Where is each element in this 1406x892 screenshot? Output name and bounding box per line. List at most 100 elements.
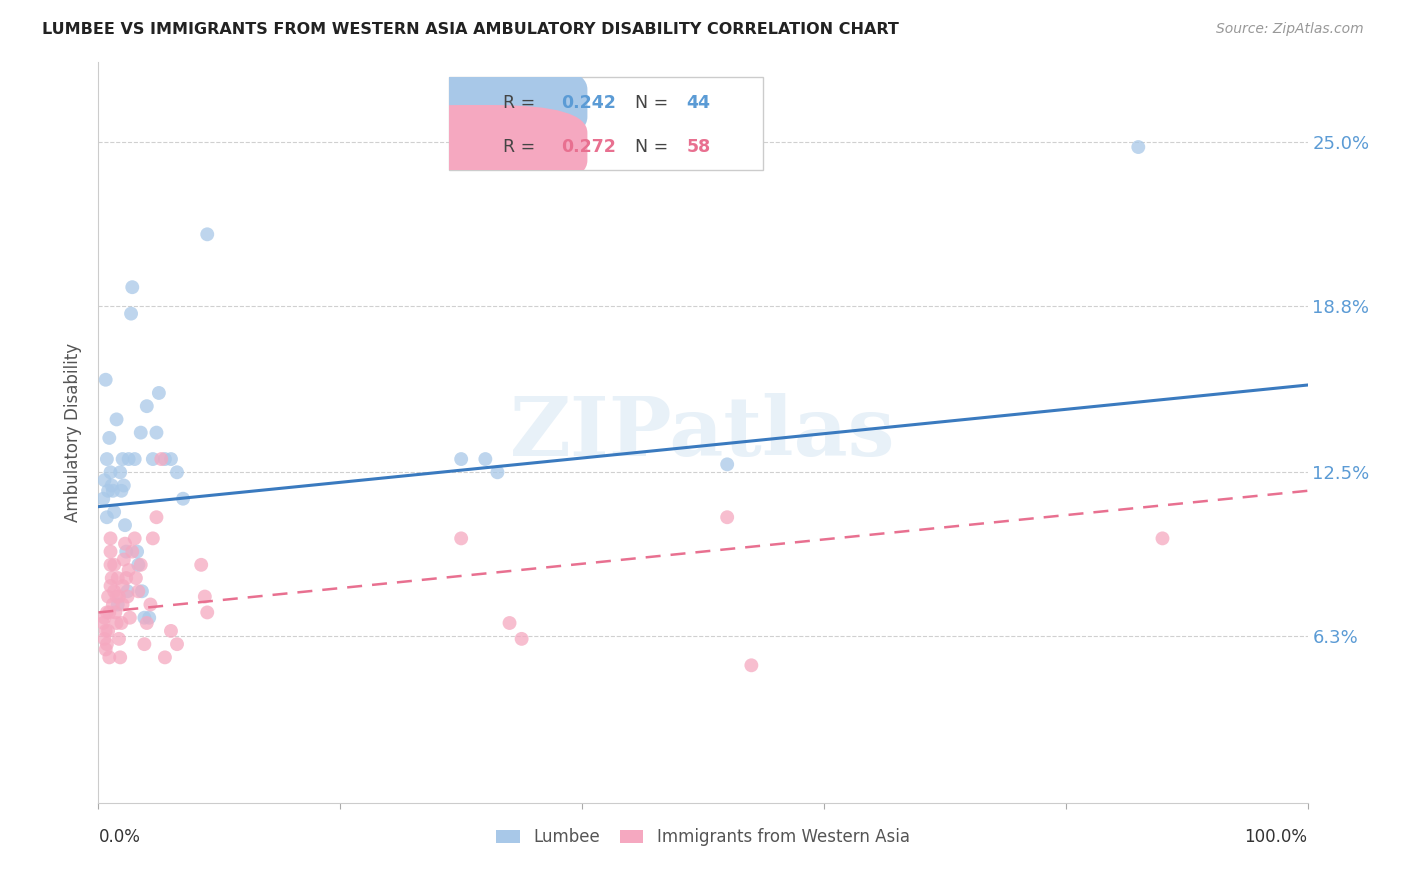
Point [96, 606, 118, 620]
Point [114, 518, 136, 533]
Point [153, 452, 176, 467]
Point [101, 483, 124, 498]
Point [166, 465, 188, 479]
Point [108, 632, 131, 646]
Point [105, 590, 128, 604]
Point [96, 510, 118, 524]
Point [100, 579, 122, 593]
Point [148, 386, 170, 401]
Point [121, 544, 143, 558]
Point [124, 452, 146, 467]
Point [166, 637, 188, 651]
Point [142, 452, 165, 467]
Text: ZIPatlas: ZIPatlas [510, 392, 896, 473]
Point [105, 615, 128, 630]
Point [100, 544, 122, 558]
Point [160, 624, 183, 638]
Point [118, 610, 141, 624]
Point [716, 510, 738, 524]
Point [112, 552, 135, 566]
Point [96, 452, 118, 467]
Point [450, 452, 472, 467]
Point [100, 571, 122, 585]
Point [94, 624, 117, 638]
Point [100, 465, 122, 479]
Point [107, 571, 129, 585]
Point [135, 399, 157, 413]
Point [101, 598, 124, 612]
Point [194, 590, 217, 604]
Point [98, 650, 121, 665]
Point [93, 632, 115, 646]
Point [142, 532, 165, 546]
Point [93, 473, 115, 487]
Point [118, 452, 141, 467]
Y-axis label: Ambulatory Disability: Ambulatory Disability [65, 343, 83, 522]
Point [100, 532, 122, 546]
Point [1128, 140, 1150, 154]
Point [110, 615, 132, 630]
Point [124, 532, 146, 546]
Point [110, 483, 132, 498]
Point [139, 598, 162, 612]
Point [91, 615, 114, 630]
Text: 0.0%: 0.0% [98, 828, 141, 846]
Point [135, 615, 157, 630]
Point [104, 606, 127, 620]
Point [474, 452, 496, 467]
Legend: Lumbee, Immigrants from Western Asia: Lumbee, Immigrants from Western Asia [496, 829, 910, 847]
Point [108, 650, 131, 665]
Point [1152, 532, 1174, 546]
Point [195, 227, 218, 242]
Point [153, 650, 176, 665]
Point [98, 431, 121, 445]
Point [111, 598, 134, 612]
Point [145, 510, 167, 524]
Point [117, 590, 139, 604]
Point [145, 425, 167, 440]
Point [111, 452, 134, 467]
Point [103, 505, 125, 519]
Point [127, 584, 149, 599]
Point [486, 465, 509, 479]
Point [498, 615, 520, 630]
Point [138, 610, 160, 624]
Point [98, 606, 121, 620]
Point [103, 584, 125, 599]
Point [108, 590, 131, 604]
Point [97, 590, 120, 604]
Point [129, 558, 152, 572]
Point [115, 544, 138, 558]
Point [134, 610, 156, 624]
Point [108, 465, 131, 479]
Point [195, 606, 218, 620]
Point [160, 452, 183, 467]
Point [94, 373, 117, 387]
Point [100, 478, 122, 492]
Point [450, 532, 472, 546]
Point [103, 558, 125, 572]
Point [150, 452, 173, 467]
Point [131, 584, 153, 599]
Point [91, 491, 114, 506]
Point [114, 536, 136, 550]
Point [97, 483, 120, 498]
Text: 100.0%: 100.0% [1244, 828, 1308, 846]
Point [129, 425, 152, 440]
Point [134, 637, 156, 651]
Point [112, 478, 135, 492]
Point [118, 563, 141, 577]
Point [94, 642, 117, 657]
Point [172, 491, 194, 506]
Point [105, 412, 128, 426]
Point [93, 610, 115, 624]
Point [190, 558, 212, 572]
Point [716, 458, 738, 472]
Point [127, 544, 149, 558]
Point [510, 632, 533, 646]
Point [127, 558, 149, 572]
Text: LUMBEE VS IMMIGRANTS FROM WESTERN ASIA AMBULATORY DISABILITY CORRELATION CHART: LUMBEE VS IMMIGRANTS FROM WESTERN ASIA A… [42, 22, 898, 37]
Point [117, 584, 139, 599]
Point [97, 624, 120, 638]
Point [111, 579, 134, 593]
